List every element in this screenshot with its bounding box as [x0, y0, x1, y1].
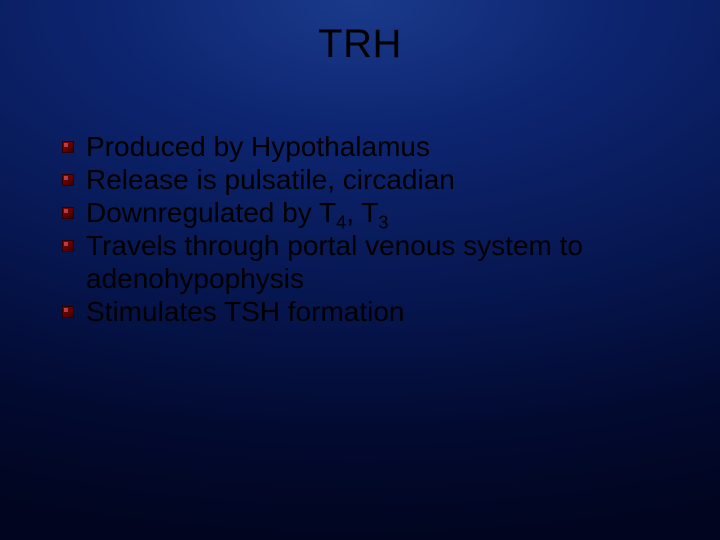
- bullet-icon: [62, 306, 74, 318]
- slide-title: TRH: [0, 22, 720, 67]
- bullet-text: Travels through portal venous system to …: [86, 230, 583, 294]
- list-item: Produced by Hypothalamus: [62, 130, 670, 163]
- bullet-icon: [62, 141, 74, 153]
- bullet-icon: [62, 174, 74, 186]
- list-item: Release is pulsatile, circadian: [62, 163, 670, 196]
- bullet-text: Produced by Hypothalamus: [86, 131, 430, 162]
- bullet-icon: [62, 207, 74, 219]
- bullet-text: Stimulates TSH formation: [86, 296, 405, 327]
- list-item: Downregulated by T4, T3: [62, 196, 670, 229]
- list-item: Stimulates TSH formation: [62, 295, 670, 328]
- bullet-icon: [62, 240, 74, 252]
- slide: TRH Produced by Hypothalamus Release is …: [0, 0, 720, 540]
- bullet-text: Downregulated by T4, T3: [86, 197, 388, 228]
- list-item: Travels through portal venous system to …: [62, 229, 670, 295]
- slide-body: Produced by Hypothalamus Release is puls…: [62, 130, 670, 328]
- bullet-text: Release is pulsatile, circadian: [86, 164, 455, 195]
